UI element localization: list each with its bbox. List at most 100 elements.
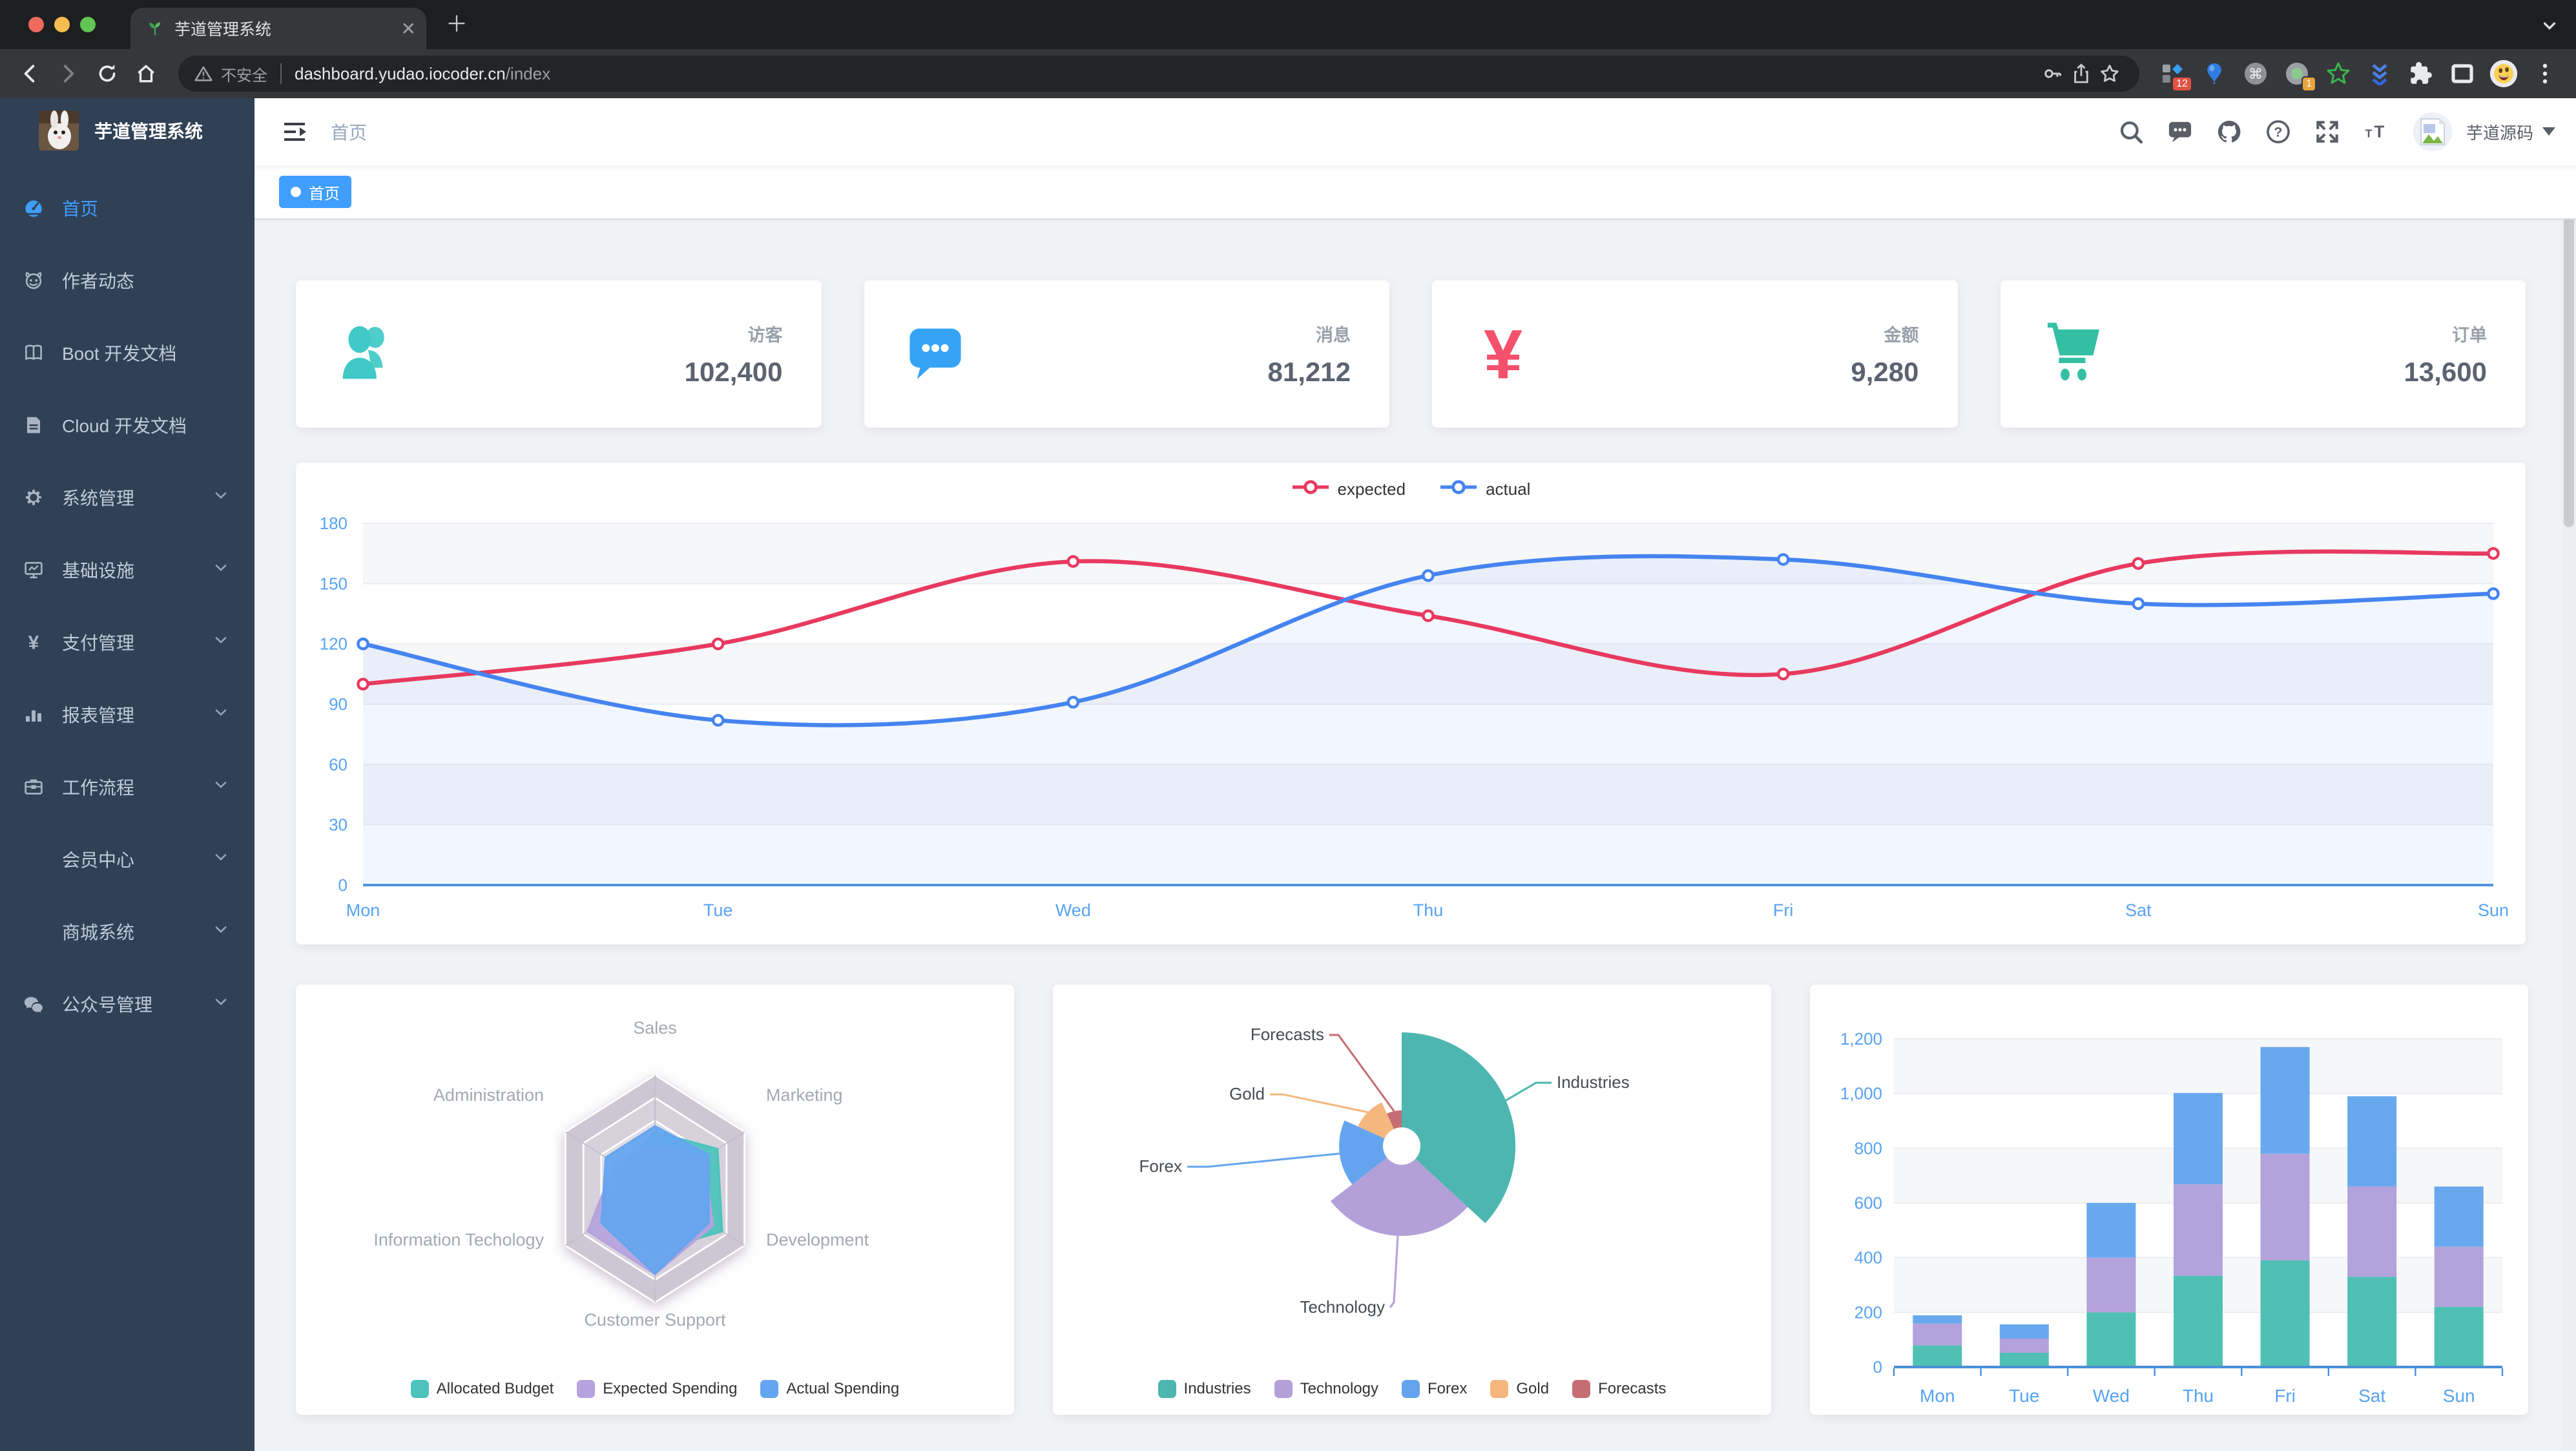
- sidebar-item-label: 基础设施: [62, 561, 135, 581]
- sidebar-item-7[interactable]: ¥ 支付管理: [0, 606, 254, 678]
- back-icon[interactable]: [13, 57, 47, 90]
- chevron-down-icon: [213, 921, 229, 942]
- svg-text:90: 90: [329, 694, 348, 714]
- fullscreen-icon[interactable]: [2315, 120, 2340, 144]
- legend-item-actual-spending[interactable]: Actual Spending: [760, 1380, 899, 1398]
- stat-card-2[interactable]: 消息 81,212: [864, 280, 1389, 428]
- window-minimize-button[interactable]: [54, 17, 70, 32]
- bar-chart[interactable]: 0 200 400 600 800 1,000 1,200 Mon Tue Wed Thu Fri Sa…: [1810, 985, 2528, 1415]
- tab-search-chevron-icon[interactable]: [2541, 16, 2558, 39]
- user-avatar[interactable]: [2413, 112, 2452, 151]
- sidebar-item-8[interactable]: 报表管理: [0, 678, 254, 751]
- browser-profile-avatar[interactable]: [2489, 59, 2518, 88]
- gear-icon: [23, 487, 44, 508]
- reload-icon[interactable]: [90, 57, 124, 90]
- stat-cards-row: 访客 102,400 消息 81,212 ¥ 金额 9,280 订单 13,600: [296, 280, 2526, 428]
- legend-item-forecasts[interactable]: Forecasts: [1572, 1380, 1666, 1398]
- briefcase-icon: [23, 777, 44, 797]
- legend-item-forex[interactable]: Forex: [1402, 1380, 1467, 1398]
- browser-tab[interactable]: 芋道管理系统 ✕: [130, 8, 426, 49]
- legend-item-gold[interactable]: Gold: [1490, 1380, 1549, 1398]
- extension-camera-icon[interactable]: 1: [2283, 59, 2316, 92]
- forward-icon[interactable]: [52, 57, 85, 90]
- extension-command-icon[interactable]: ⌘: [2241, 59, 2270, 88]
- legend-line-marker: [1291, 478, 1330, 501]
- search-icon[interactable]: [2119, 120, 2143, 144]
- svg-text:Fri: Fri: [2274, 1386, 2296, 1406]
- sidebar-item-9[interactable]: 工作流程: [0, 751, 254, 823]
- extension-chevrons-icon[interactable]: [2365, 59, 2394, 88]
- bookmark-star-icon[interactable]: [2095, 59, 2124, 88]
- sidebar-collapse-icon[interactable]: [282, 119, 307, 145]
- sidebar-item-label: Cloud 开发文档: [62, 416, 187, 436]
- sidebar-item-12[interactable]: 公众号管理: [0, 968, 254, 1040]
- page-scrollbar[interactable]: [2562, 196, 2576, 1451]
- help-question-icon[interactable]: ?: [2266, 120, 2290, 144]
- extensions-puzzle-icon[interactable]: [2407, 59, 2435, 88]
- sidebar-item-6[interactable]: 基础设施: [0, 534, 254, 606]
- legend-swatch: [410, 1380, 429, 1398]
- svg-text:Information Techology: Information Techology: [373, 1230, 544, 1249]
- legend-swatch: [577, 1380, 596, 1398]
- stat-text: 订单 13,600: [2404, 321, 2487, 388]
- window-zoom-button[interactable]: [80, 17, 96, 32]
- github-icon[interactable]: [2217, 120, 2241, 144]
- radar-chart[interactable]: Sales Administration Information Techology…: [296, 985, 1014, 1415]
- line-chart[interactable]: 0 30 60 90 120 150 180 Mon Tue Wed Thu Fri Sat Sun: [296, 463, 2526, 945]
- scrollbar-thumb[interactable]: [2564, 204, 2574, 527]
- sidebar-item-5[interactable]: 系统管理: [0, 461, 254, 534]
- legend-item-actual[interactable]: actual: [1439, 478, 1530, 501]
- legend-item-technology[interactable]: Technology: [1274, 1380, 1378, 1398]
- breadcrumb[interactable]: 首页: [331, 123, 368, 143]
- svg-text:1,000: 1,000: [1840, 1084, 1882, 1103]
- stat-card-3[interactable]: ¥ 金额 9,280: [1432, 280, 1958, 428]
- tag-dot: [291, 187, 301, 197]
- chevron-down-icon: [213, 632, 229, 652]
- tag-home[interactable]: 首页: [279, 176, 351, 208]
- new-tab-button[interactable]: ＋: [446, 12, 468, 37]
- extension-grid-icon[interactable]: 12: [2159, 59, 2192, 92]
- stat-value: 13,600: [2404, 356, 2487, 387]
- legend-item-allocated-budget[interactable]: Allocated Budget: [410, 1380, 554, 1398]
- sidebar-item-label: 工作流程: [62, 778, 135, 798]
- sidebar-item-1[interactable]: 首页: [0, 172, 254, 244]
- browser-menu-kebab-icon[interactable]: [2531, 59, 2559, 88]
- sidebar-item-2[interactable]: 作者动态: [0, 244, 254, 317]
- stat-card-1[interactable]: 访客 102,400: [296, 280, 822, 428]
- legend-item-industries[interactable]: Industries: [1158, 1380, 1251, 1398]
- sidebar-item-10[interactable]: 会员中心: [0, 823, 254, 895]
- address-bar[interactable]: 不安全 dashboard.yudao.iocoder.cn/index: [178, 56, 2139, 92]
- legend-item-expected-spending[interactable]: Expected Spending: [577, 1380, 737, 1398]
- message-icon: [903, 319, 973, 389]
- svg-text:Tue: Tue: [703, 901, 733, 920]
- stat-card-4[interactable]: 订单 13,600: [2000, 280, 2526, 428]
- user-menu[interactable]: 芋道源码: [2466, 120, 2555, 144]
- svg-text:800: 800: [1854, 1138, 1882, 1158]
- tab-close-icon[interactable]: ✕: [400, 18, 416, 39]
- sidebar-item-label: 会员中心: [62, 850, 135, 870]
- side-panel-icon[interactable]: [2448, 59, 2477, 88]
- sidebar-item-3[interactable]: Boot 开发文档: [0, 317, 254, 389]
- extension-star-icon[interactable]: [2324, 59, 2353, 88]
- window-close-button[interactable]: [28, 17, 44, 32]
- svg-text:60: 60: [329, 755, 348, 774]
- sidebar-item-4[interactable]: Cloud 开发文档: [0, 389, 254, 461]
- message-icon[interactable]: [2168, 120, 2192, 144]
- pie-chart[interactable]: Industries Technology Forex Gold Forecasts: [1053, 985, 1771, 1415]
- dashboard-app: 芋道管理系统 首页 作者动态 Boot 开发文档 Cloud 开发文档 系统管理 基础设施…: [0, 98, 2576, 1451]
- svg-text:200: 200: [1854, 1302, 1882, 1322]
- share-icon[interactable]: [2067, 59, 2095, 88]
- sidebar-item-11[interactable]: 商城系统: [0, 895, 254, 968]
- legend-item-expected[interactable]: expected: [1291, 478, 1406, 501]
- home-icon[interactable]: [129, 57, 163, 90]
- svg-text:Sun: Sun: [2478, 901, 2509, 920]
- chevron-down-icon: [213, 704, 229, 725]
- peoples-icon: [335, 319, 404, 389]
- svg-text:Sat: Sat: [2125, 901, 2152, 920]
- extension-balloon-icon[interactable]: [2200, 59, 2228, 88]
- sidebar-logo[interactable]: 芋道管理系统: [0, 98, 254, 163]
- svg-text:Sun: Sun: [2443, 1386, 2475, 1406]
- password-key-icon[interactable]: [2039, 59, 2067, 88]
